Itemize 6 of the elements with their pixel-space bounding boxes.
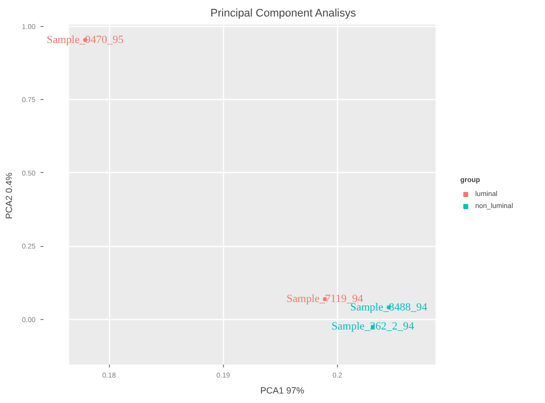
- x-axis-title: PCA1 97%: [260, 386, 304, 396]
- y-axis-title: PCA2 0.4%: [4, 172, 14, 220]
- data-label: Sample_262_2_94: [332, 320, 415, 333]
- chart-title: Principal Component Analisys: [210, 8, 356, 20]
- data-label: Sample_7119_94: [286, 293, 364, 306]
- data-label: Sample_9470_95: [46, 34, 124, 46]
